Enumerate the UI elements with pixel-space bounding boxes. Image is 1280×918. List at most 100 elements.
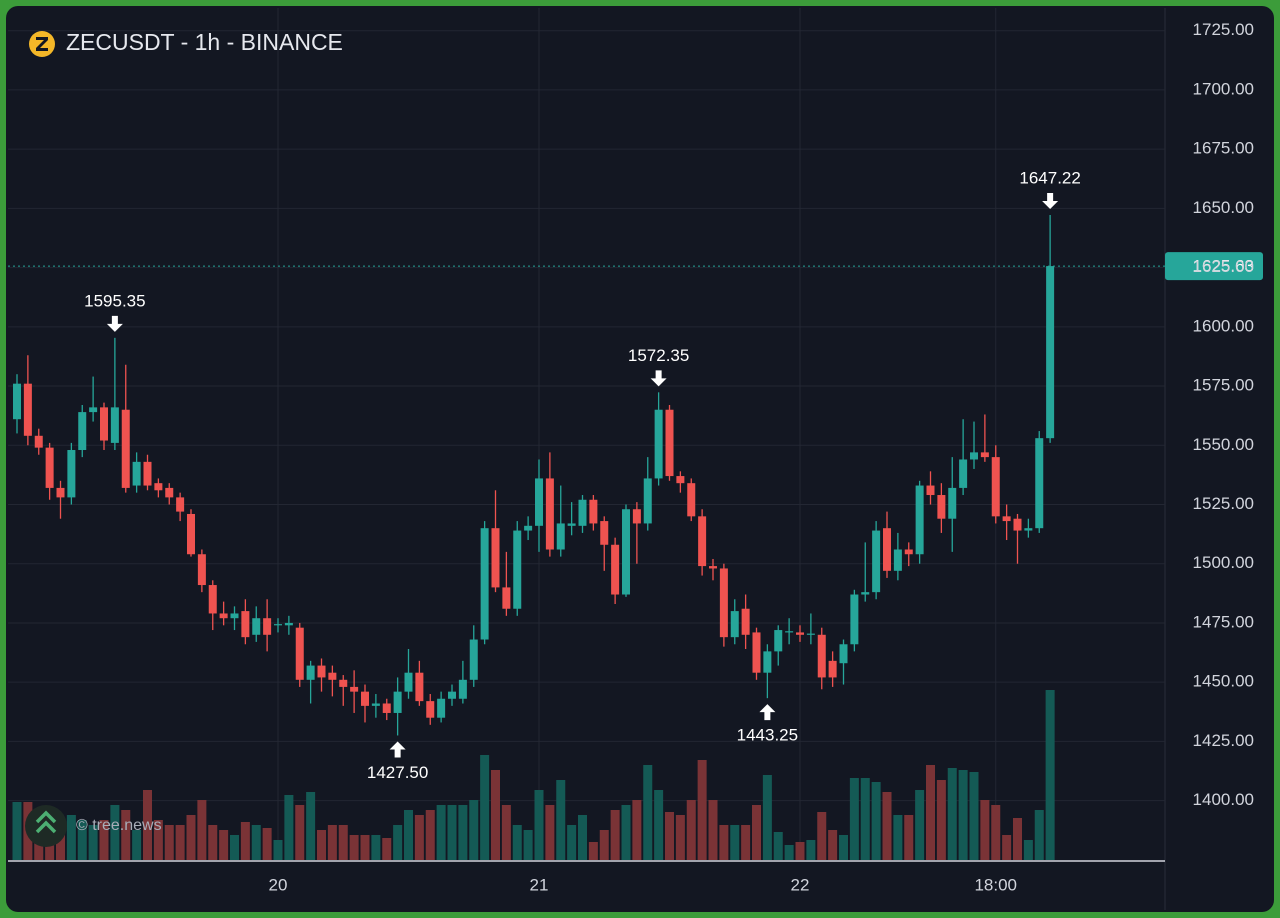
volume-bar	[251, 825, 261, 860]
volume-bar	[436, 805, 446, 860]
candle-body	[578, 499, 587, 526]
volume-bar	[110, 805, 120, 860]
panel	[6, 6, 1274, 912]
volume-bar	[752, 805, 761, 860]
volume-bar	[523, 830, 533, 860]
candle-body	[774, 630, 783, 652]
candle-body	[208, 585, 217, 614]
volume-bar	[317, 830, 326, 860]
volume-bar	[153, 820, 163, 860]
volume-bar	[980, 800, 990, 860]
candle-layer	[13, 214, 1055, 736]
watermark-logo-glyph	[35, 810, 57, 834]
candle-body	[67, 450, 76, 498]
candle-body	[893, 549, 902, 571]
candle-body	[763, 651, 772, 673]
candle-body	[328, 672, 337, 680]
candle-body	[89, 407, 98, 413]
candle-body	[959, 459, 968, 488]
candle-body	[371, 703, 380, 706]
annotation-arrow	[106, 315, 123, 332]
candle-body	[883, 528, 891, 571]
candle-body	[1024, 528, 1033, 531]
coin-icon-glyph	[36, 37, 48, 51]
candle-body	[730, 611, 739, 638]
volume-bar	[762, 775, 772, 860]
volume-bar	[534, 790, 544, 860]
volume-bar	[991, 805, 1001, 860]
candle-body	[839, 644, 848, 664]
volume-bar	[599, 830, 609, 860]
volume-bar	[915, 790, 925, 860]
volume-bar	[1023, 840, 1033, 860]
last-price-box	[1165, 252, 1263, 281]
candle-body	[785, 631, 794, 633]
volume-bar	[567, 825, 577, 860]
overlay-layer: 1625.63 1595.35 1427.50 1572.35 1443.25 1647.…	[8, 168, 1263, 782]
candle-body	[382, 703, 391, 713]
volume-bar	[817, 812, 827, 860]
volume-bar	[588, 842, 598, 860]
candle-body	[1002, 516, 1011, 522]
candle-body	[339, 679, 348, 687]
volume-bar	[926, 765, 935, 860]
candle-body	[665, 409, 674, 477]
volume-bar	[806, 840, 816, 860]
x-tick-label: 22	[791, 875, 810, 894]
volume-bar	[860, 778, 870, 860]
volume-bar	[284, 795, 294, 860]
candle-body	[361, 691, 369, 706]
candle-body	[23, 383, 32, 436]
candle-body	[513, 530, 522, 609]
volume-bar	[904, 815, 914, 860]
candle-body	[110, 407, 119, 443]
volume-bar	[501, 805, 511, 860]
volume-bar	[828, 830, 838, 860]
candle-body	[709, 566, 717, 569]
volume-bar	[230, 835, 239, 860]
volume-bar	[393, 825, 403, 860]
candle-body	[154, 483, 163, 491]
candle-body	[524, 525, 533, 531]
volume-bar	[197, 800, 207, 860]
candle-body	[34, 435, 43, 448]
volume-bar	[480, 755, 490, 860]
candle-body	[415, 672, 424, 702]
annotation-arrow	[759, 704, 776, 721]
candle-body	[56, 487, 65, 498]
candle-body	[698, 516, 707, 567]
volume-bar	[240, 822, 250, 860]
candle-body	[241, 611, 250, 638]
volume-bar	[882, 792, 892, 860]
candle-body	[643, 478, 652, 524]
candle-body	[676, 476, 685, 484]
candle-body	[861, 592, 870, 595]
x-tick-label: 21	[530, 875, 549, 894]
volume-bar	[741, 825, 751, 860]
volume-bar	[719, 825, 729, 860]
candle-body	[295, 627, 304, 680]
volume-bar	[643, 765, 653, 860]
candle-body	[535, 478, 543, 526]
candle-body	[991, 457, 1000, 517]
candle-body	[437, 698, 446, 718]
volume-bar	[795, 842, 805, 860]
volume-bar	[556, 780, 566, 860]
volume-bar	[99, 820, 109, 860]
volume-layer	[12, 690, 1055, 860]
candle-body	[948, 487, 957, 519]
volume-bar	[936, 780, 946, 860]
watermark-logo	[25, 805, 67, 847]
volume-bar	[697, 760, 707, 860]
candle-body	[1035, 438, 1044, 529]
candle-body	[796, 632, 804, 635]
candle-body	[274, 624, 282, 626]
volume-bar	[208, 825, 218, 860]
volume-bar	[349, 835, 359, 860]
annotation-label: 1647.22	[1019, 168, 1080, 187]
candle-body	[687, 483, 696, 517]
candle-body	[926, 485, 935, 496]
candle-body	[980, 452, 989, 458]
